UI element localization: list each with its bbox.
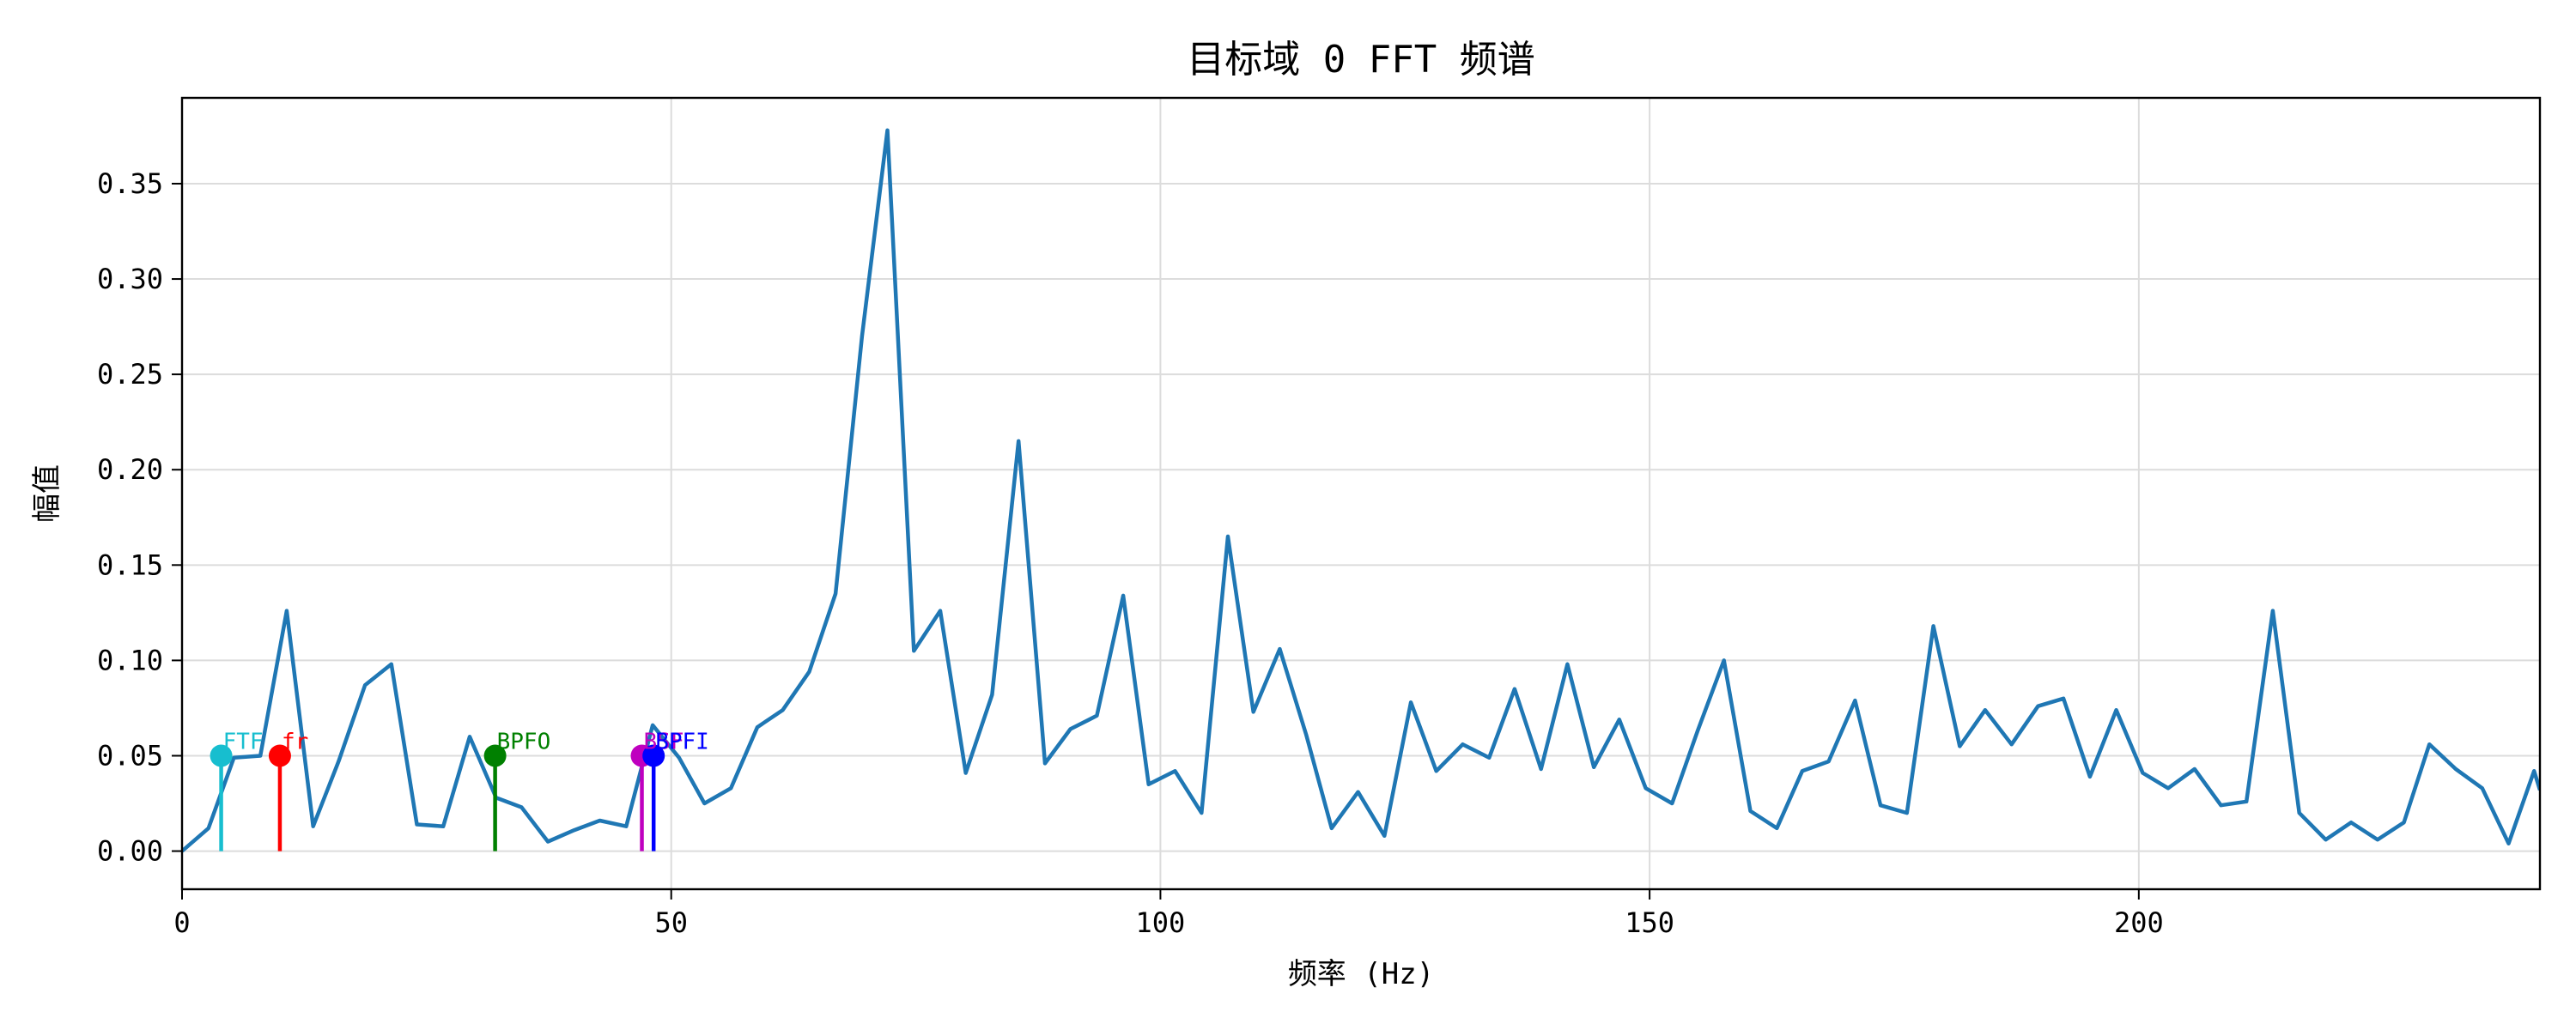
y-tick-label: 0.00 bbox=[97, 835, 163, 868]
y-tick-label: 0.30 bbox=[97, 263, 163, 295]
marker-label-bsf: BSF bbox=[644, 729, 684, 754]
plot-frame bbox=[180, 96, 2542, 891]
marker-label-bpfi: BPFI bbox=[655, 729, 709, 754]
x-tick-label: 0 bbox=[173, 906, 190, 939]
marker-label-fr: fr bbox=[282, 729, 308, 754]
y-tick-label: 0.05 bbox=[97, 739, 163, 772]
chart-title: 目标域 0 FFT 频谱 bbox=[1187, 38, 1534, 82]
y-axis-label: 幅值 bbox=[30, 464, 64, 523]
y-tick-label: 0.35 bbox=[97, 167, 163, 200]
marker-label-ftf: FTF bbox=[223, 729, 264, 754]
y-tick-label: 0.10 bbox=[97, 644, 163, 676]
grid bbox=[181, 98, 2540, 889]
x-tick-label: 150 bbox=[1625, 906, 1674, 939]
x-axis-label: 频率 (Hz) bbox=[1288, 957, 1434, 991]
x-tick-label: 50 bbox=[654, 906, 688, 939]
x-tick-label: 200 bbox=[2114, 906, 2164, 939]
y-tick-label: 0.15 bbox=[97, 548, 163, 581]
marker-dot-fr bbox=[268, 744, 291, 767]
axes-ticks: 0 50 100 150 200 0.00 0.05 0.10 0.15 0.20 0.25 0.30… bbox=[97, 167, 2164, 939]
marker-label-bpfo: BPFO bbox=[497, 729, 551, 754]
spectrum-line bbox=[182, 128, 2540, 853]
marker-dot-bpfi bbox=[642, 744, 665, 767]
marker-dot-bpfo bbox=[483, 744, 507, 767]
marker-dot-ftf bbox=[210, 744, 233, 767]
y-tick-label: 0.20 bbox=[97, 453, 163, 486]
x-tick-label: 100 bbox=[1136, 906, 1186, 939]
y-tick-label: 0.25 bbox=[97, 358, 163, 391]
